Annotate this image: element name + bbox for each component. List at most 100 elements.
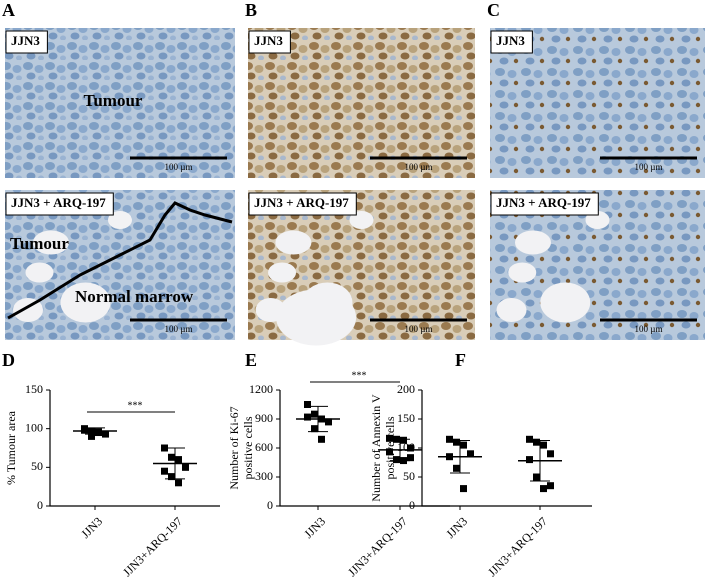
panel-letter: C <box>487 0 500 20</box>
panel-letter: D <box>2 350 15 370</box>
data-point <box>547 482 554 490</box>
y-tick-label: 0 <box>37 498 43 512</box>
annotation: Tumour <box>10 234 69 253</box>
y-tick-label: 50 <box>403 469 415 483</box>
y-tick-label: 300 <box>255 469 273 483</box>
significance-label: *** <box>352 370 367 381</box>
data-point <box>400 457 407 465</box>
data-point <box>386 448 393 456</box>
data-point <box>393 456 400 464</box>
fat-cell <box>540 282 591 323</box>
y-axis-label: % Tumour area <box>4 410 18 485</box>
y-tick-label: 150 <box>397 411 415 425</box>
fat-cell <box>508 262 537 283</box>
fat-cell <box>276 289 357 346</box>
data-point <box>168 473 175 481</box>
data-point <box>453 464 460 472</box>
y-tick-label: 100 <box>397 440 415 454</box>
panel-letter: F <box>455 350 466 370</box>
data-point <box>95 428 102 436</box>
significance-label: *** <box>128 400 143 411</box>
image-label: JJN3 + ARQ-197 <box>254 195 349 210</box>
y-tick-label: 0 <box>267 498 273 512</box>
data-point <box>533 473 540 481</box>
data-point <box>540 485 547 493</box>
image-label: JJN3 + ARQ-197 <box>11 195 106 210</box>
data-point <box>102 430 109 438</box>
fat-cell <box>60 282 111 323</box>
x-tick-label: JJN3 <box>443 514 470 541</box>
fat-cell <box>268 262 297 283</box>
data-point <box>453 438 460 446</box>
data-point <box>161 467 168 475</box>
label-box <box>248 192 357 216</box>
data-point <box>467 450 474 458</box>
fat-cell <box>496 298 527 322</box>
annotation: Tumour <box>84 91 143 110</box>
label-box <box>248 30 291 54</box>
data-point <box>318 435 325 443</box>
label-box <box>490 192 599 216</box>
data-point <box>175 456 182 464</box>
data-point <box>393 435 400 443</box>
tumour-boundary <box>7 201 233 320</box>
data-point <box>460 441 467 449</box>
image-label: JJN3 <box>11 33 40 48</box>
fat-cell <box>515 230 551 255</box>
data-point <box>540 441 547 449</box>
data-point <box>407 444 414 452</box>
y-tick-label: 150 <box>25 382 43 396</box>
fat-cell <box>25 262 54 283</box>
label-box <box>5 192 114 216</box>
image-label: JJN3 + ARQ-197 <box>496 195 591 210</box>
data-point <box>88 432 95 440</box>
x-tick-label: JJN3 <box>78 514 105 541</box>
x-tick-label: JJN3+ARQ-197 <box>485 514 550 579</box>
scale-label: 100 µm <box>165 162 193 172</box>
y-axis-label: Number of Annexin Vpositive cells <box>369 394 397 502</box>
data-point <box>311 410 318 418</box>
data-point <box>407 454 414 462</box>
axes <box>421 390 592 507</box>
data-point <box>311 425 318 433</box>
data-point <box>182 463 189 471</box>
scale-label: 100 µm <box>635 324 663 334</box>
y-tick-label: 100 <box>25 420 43 434</box>
data-point <box>304 413 311 421</box>
x-tick-label: JJN3+ARQ-197 <box>120 514 185 579</box>
data-point <box>460 485 467 493</box>
data-point <box>161 444 168 452</box>
y-tick-label: 0 <box>409 498 415 512</box>
data-point <box>526 435 533 443</box>
data-point <box>175 479 182 487</box>
y-tick-label: 1200 <box>249 382 273 396</box>
fat-cell <box>108 211 132 229</box>
fat-cell <box>275 230 312 255</box>
image-label: JJN3 <box>496 33 525 48</box>
y-tick-label: 900 <box>255 411 273 425</box>
data-point <box>168 453 175 461</box>
data-point <box>547 450 554 458</box>
x-tick-label: JJN3+ARQ-197 <box>345 514 410 579</box>
panel-letter: E <box>245 350 257 370</box>
data-point <box>526 456 533 464</box>
label-box <box>5 30 48 54</box>
x-tick-label: JJN3 <box>301 514 328 541</box>
y-axis-label: Number of Ki-67positive cells <box>227 406 255 489</box>
scale-label: 100 µm <box>405 324 433 334</box>
data-point <box>533 438 540 446</box>
data-point <box>81 426 88 434</box>
data-point <box>386 434 393 442</box>
scale-label: 100 µm <box>165 324 193 334</box>
data-point <box>318 415 325 423</box>
panel-letter: A <box>2 0 15 20</box>
data-point <box>304 401 311 408</box>
image-label: JJN3 <box>254 33 283 48</box>
label-box <box>490 30 533 54</box>
data-point <box>446 435 453 443</box>
scale-label: 100 µm <box>405 162 433 172</box>
y-tick-label: 200 <box>397 382 415 396</box>
fat-cell <box>33 230 69 255</box>
data-point <box>400 436 407 444</box>
data-point <box>88 427 95 435</box>
